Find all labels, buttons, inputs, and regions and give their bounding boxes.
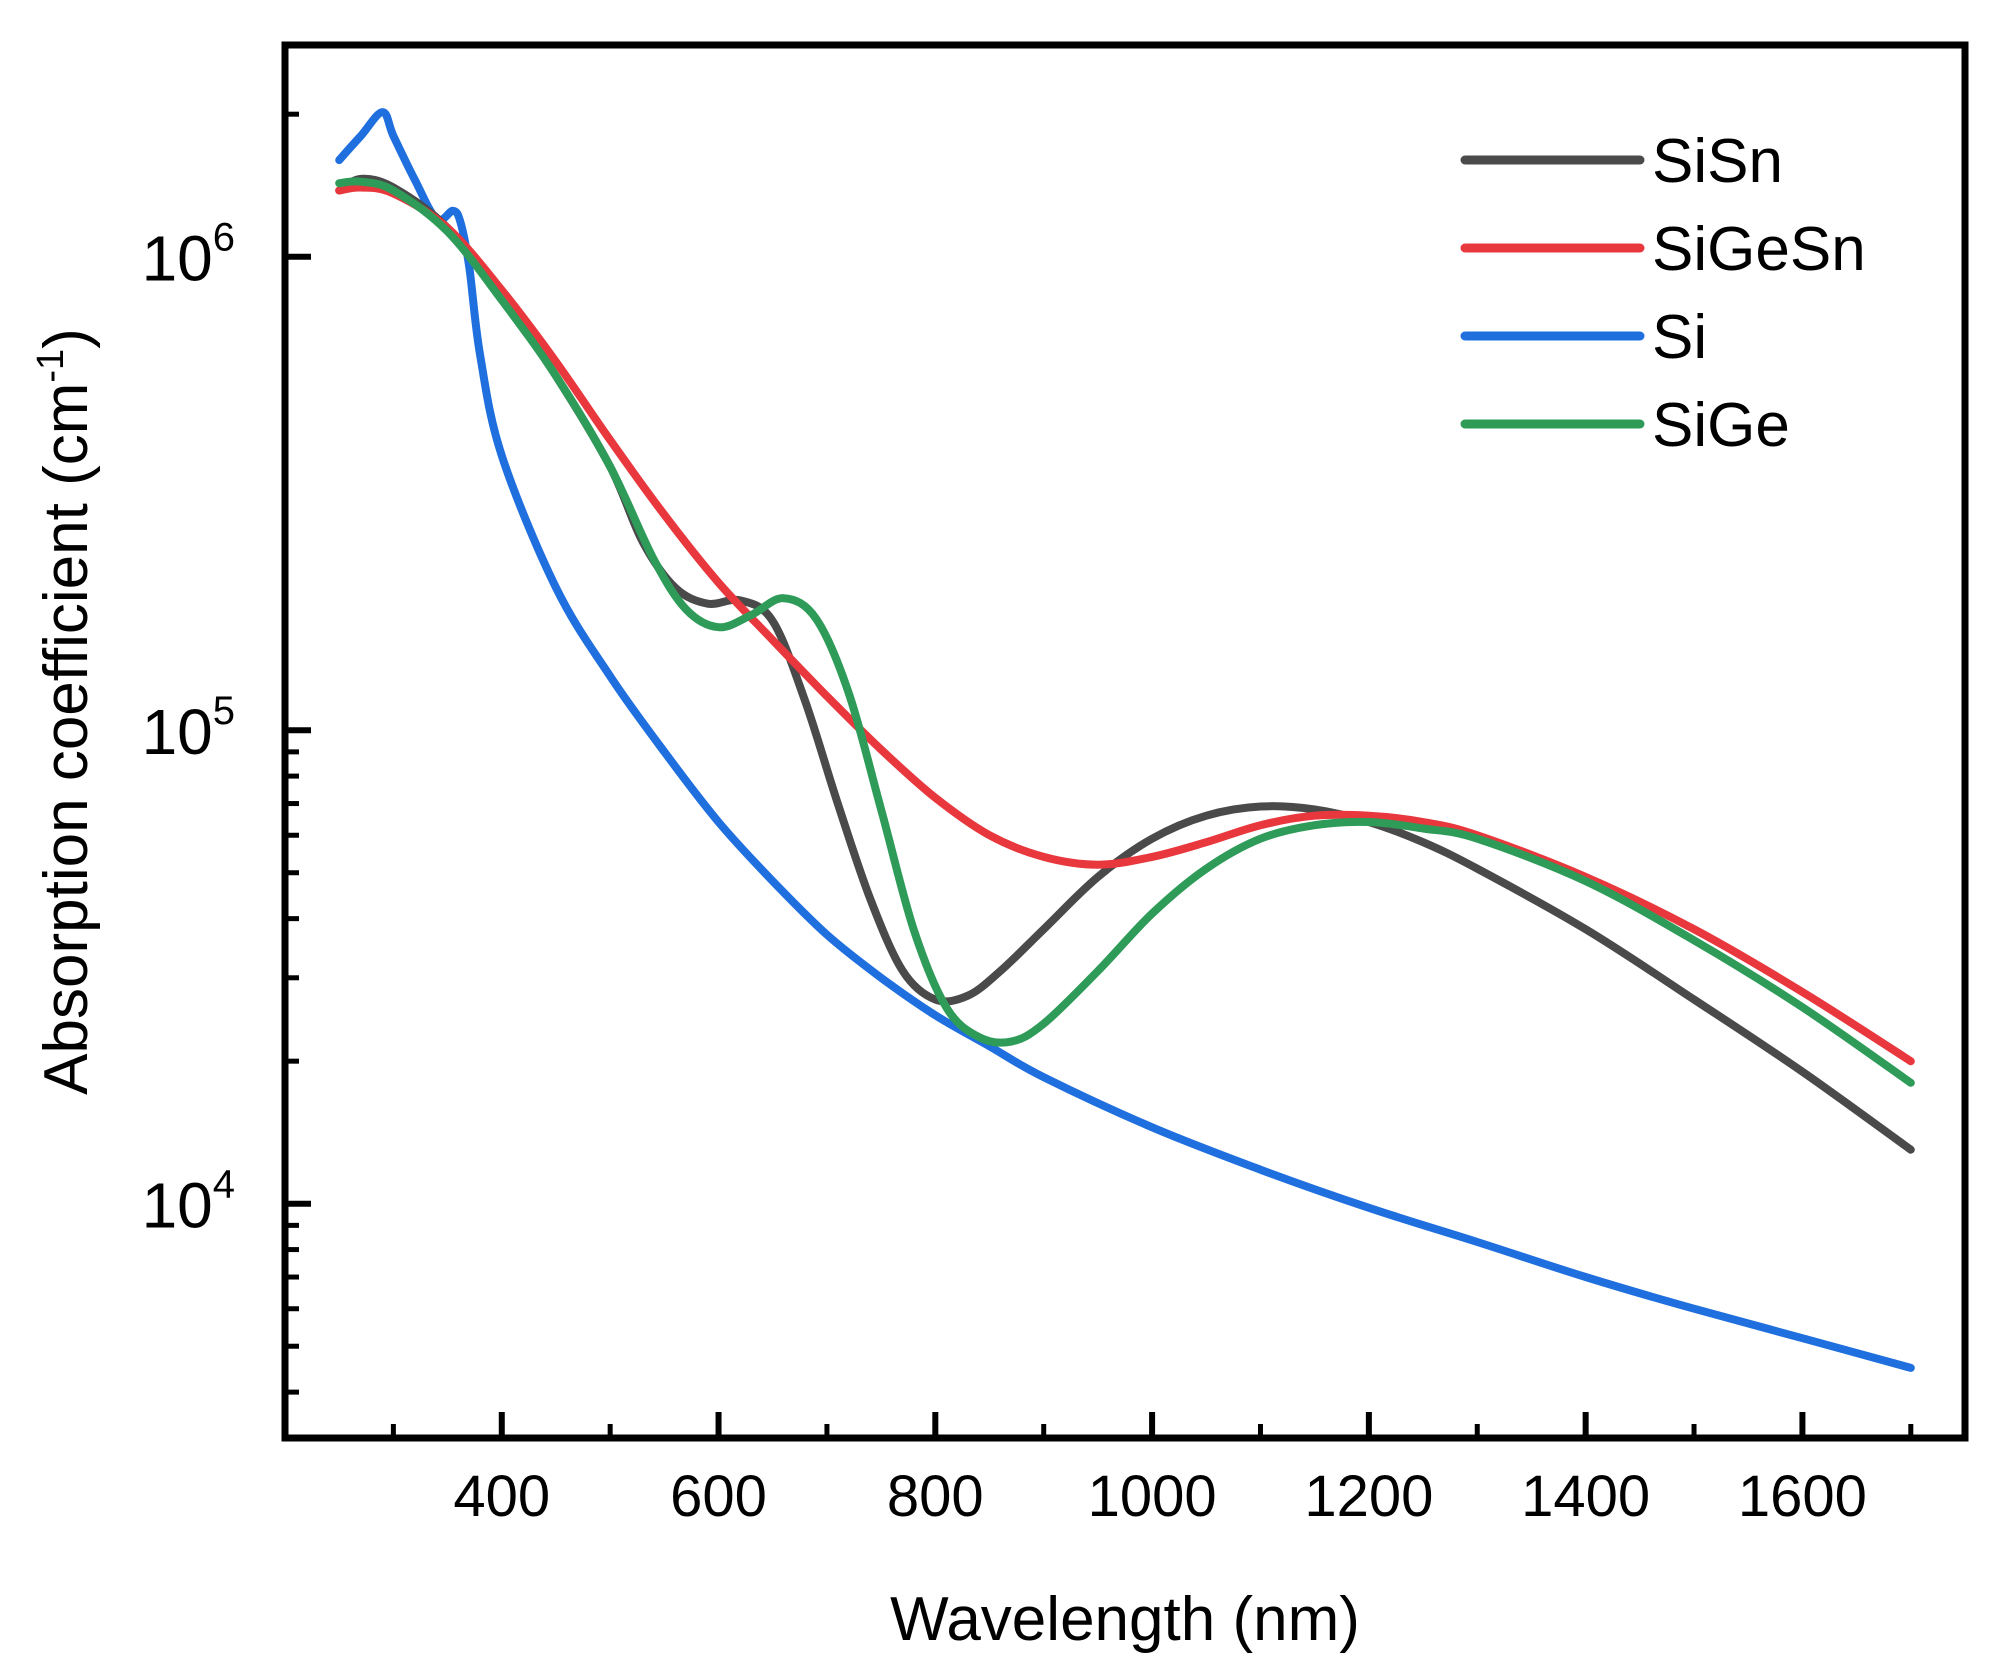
y-tick-label-base: 10 [142, 223, 213, 295]
y-tick-label-exponent: 4 [213, 1163, 235, 1207]
y-axis-title-main: Absorption coefficient (cm [32, 383, 101, 1095]
y-axis-title-sup: -1 [30, 349, 72, 383]
series-layer [335, 108, 1915, 1372]
x-tick-label: 1000 [1088, 1464, 1217, 1529]
series-line-si [335, 108, 1915, 1372]
y-axis-title-close: ) [32, 328, 101, 349]
y-axis-title: Absorption coefficient (cm-1) [30, 328, 101, 1095]
x-tick-label: 400 [453, 1464, 550, 1529]
y-tick-label-exponent: 6 [213, 216, 235, 260]
y-tick-label-exponent: 5 [213, 689, 235, 733]
legend-label-sigesn: SiGeSn [1652, 215, 1866, 284]
y-tick-label-base: 10 [142, 1170, 213, 1242]
y-tick-label-base: 10 [142, 696, 213, 768]
legend-label-si: Si [1652, 303, 1707, 372]
legend-label-sige: SiGe [1652, 391, 1790, 460]
y-tick-label: 104 [142, 1163, 235, 1242]
legend: SiSn SiGeSn Si SiGe [1460, 127, 1866, 460]
x-tick-label: 1600 [1738, 1464, 1867, 1529]
x-tick-label: 1200 [1304, 1464, 1433, 1529]
x-tick-label: 800 [887, 1464, 984, 1529]
legend-label-sisn: SiSn [1652, 127, 1783, 196]
x-axis-title: Wavelength (nm) [890, 1585, 1360, 1654]
x-tick-label: 1400 [1521, 1464, 1650, 1529]
y-tick-label: 105 [142, 689, 235, 768]
plot-frame [281, 41, 1969, 1442]
series-line-sige [335, 177, 1915, 1087]
y-tick-label: 106 [142, 216, 235, 295]
x-tick-label: 600 [670, 1464, 767, 1529]
